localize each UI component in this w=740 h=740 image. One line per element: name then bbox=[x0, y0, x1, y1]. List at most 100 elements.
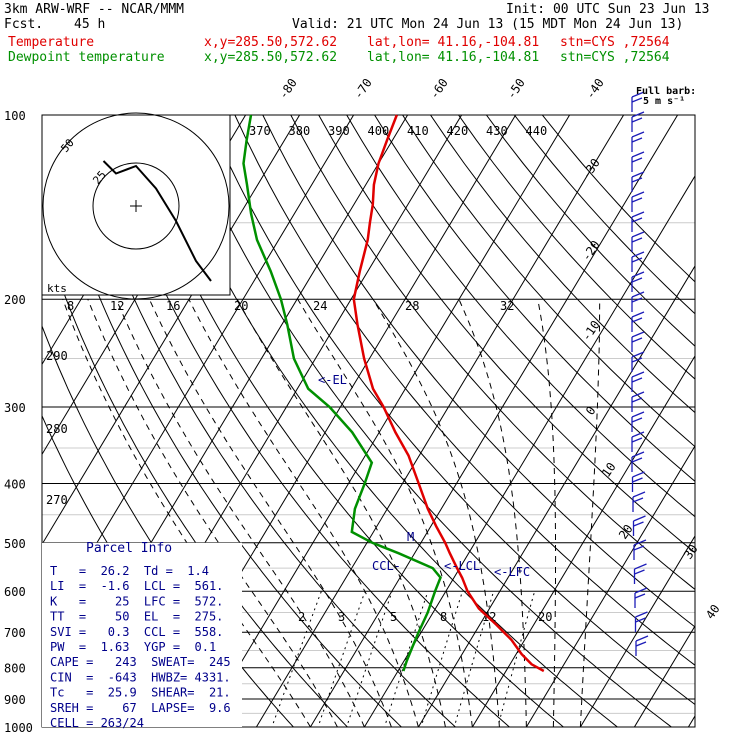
pressure-label-100: 100 bbox=[4, 109, 26, 123]
wind-barb-flag bbox=[631, 417, 643, 423]
wind-barb-flag bbox=[631, 351, 645, 358]
dry-adiabat bbox=[234, 115, 695, 666]
isotherm-label-top: -70 bbox=[351, 76, 375, 102]
moist-adiabat bbox=[458, 298, 527, 727]
wind-barb-flag bbox=[631, 317, 643, 323]
wind-barb-flag bbox=[631, 311, 645, 318]
wind-barb-flag bbox=[631, 111, 645, 118]
lcl-label: <-LCL bbox=[444, 559, 480, 573]
m-label: M bbox=[407, 530, 414, 544]
moist-adiabat bbox=[297, 298, 473, 727]
wind-barb-flag bbox=[631, 411, 645, 418]
isotherm-label-right: 10 bbox=[599, 460, 619, 480]
parcel-info-line: PW = 1.63 YGP = 0.1 bbox=[50, 640, 216, 654]
theta-label: 410 bbox=[407, 124, 429, 138]
wind-barb-flag bbox=[635, 617, 646, 623]
pressure-label-700: 700 bbox=[4, 626, 26, 640]
dry-adiabat bbox=[42, 124, 403, 727]
isotherm-line bbox=[42, 115, 301, 546]
plot-frame bbox=[41, 114, 696, 728]
dry-adiabat bbox=[374, 115, 695, 482]
moist-adiabat bbox=[62, 299, 311, 727]
mixing-ratio-label: 28 bbox=[405, 299, 419, 313]
isotherm-label-right: 30 bbox=[681, 542, 701, 562]
wind-barb-flag bbox=[634, 587, 648, 594]
wind-barb-flag bbox=[631, 97, 643, 103]
wind-barb-flag bbox=[631, 171, 645, 178]
dry-adiabat bbox=[262, 115, 695, 628]
wind-barb-flag bbox=[631, 177, 643, 183]
theta-label: 430 bbox=[486, 124, 508, 138]
wind-barb-flag bbox=[631, 191, 645, 198]
wind-barb-flag bbox=[631, 391, 645, 398]
dry-adiabat bbox=[457, 115, 695, 380]
init-time: Init: 00 UTC Sun 23 Jun 13 bbox=[506, 2, 710, 17]
moist-adiabat bbox=[372, 298, 500, 727]
dewpoint-latlon: lat,lon= 41.16,-104.81 bbox=[367, 50, 540, 65]
isotherm-label-top: -80 bbox=[276, 76, 300, 102]
dry-adiabat bbox=[513, 115, 695, 315]
parcel-info-title: Parcel Info bbox=[86, 541, 172, 556]
dry-adiabat bbox=[318, 115, 695, 554]
wind-barb-flag bbox=[631, 251, 645, 258]
wind-barb-flag bbox=[633, 521, 644, 527]
dewpoint-profile bbox=[242, 114, 442, 672]
parcel-info-line: CELL = 263/24 bbox=[50, 716, 144, 730]
parcel-info-line: K = 25 LFC = 572. bbox=[50, 594, 223, 608]
wind-barb-flag bbox=[631, 211, 645, 218]
pressure-label-1000: 1000 bbox=[4, 721, 33, 735]
hodograph bbox=[41, 112, 231, 300]
wind-barb-flag bbox=[631, 231, 645, 238]
el-label: <-EL bbox=[318, 373, 347, 387]
pressure-label-900: 900 bbox=[4, 693, 26, 707]
isotherm-line bbox=[417, 265, 695, 727]
mixing-ratio-line bbox=[317, 591, 366, 727]
mixing-ratio-label: 16 bbox=[166, 299, 180, 313]
wind-barb-flag bbox=[635, 611, 648, 618]
wind-barb-flag bbox=[631, 91, 645, 98]
valid-time: Valid: 21 UTC Mon 24 Jun 13 (15 MDT Mon … bbox=[292, 17, 684, 32]
theta-label: 400 bbox=[368, 124, 390, 138]
hodograph-ring bbox=[42, 112, 230, 300]
mixing-ratio-label: 24 bbox=[313, 299, 327, 313]
wind-barb-flag bbox=[631, 377, 643, 383]
moist-adiabat bbox=[115, 299, 365, 727]
dry-adiabat bbox=[122, 115, 565, 727]
parcel-info-line: SREH = 67 LAPSE= 9.6 bbox=[50, 701, 231, 715]
theta-label: 370 bbox=[249, 124, 271, 138]
temperature-legend: Temperature bbox=[8, 35, 95, 50]
temperature-profile bbox=[352, 114, 545, 673]
wind-barb-flag bbox=[631, 431, 645, 438]
moist-adiabat bbox=[236, 298, 446, 727]
mixing-ratio-label: 12 bbox=[110, 299, 124, 313]
isotherm-label-right: 0 bbox=[583, 404, 599, 418]
mixing-ratio-label-low: 8 bbox=[440, 610, 447, 624]
isotherm-label-right: -20 bbox=[579, 238, 603, 264]
mixing-ratio-line bbox=[346, 591, 393, 727]
wind-barb-flag bbox=[631, 131, 645, 138]
isotherm-line bbox=[309, 115, 679, 727]
parcel-info-line: TT = 50 EL = 275. bbox=[50, 610, 223, 624]
pressure-label-800: 800 bbox=[4, 662, 26, 676]
mixing-ratio-line bbox=[271, 591, 322, 727]
dry-adiabat bbox=[346, 115, 695, 518]
wind-barb-flag bbox=[631, 331, 645, 338]
mixing-ratio-line bbox=[497, 591, 536, 727]
isotherm-label-right: 40 bbox=[703, 602, 723, 622]
pressure-label-600: 600 bbox=[4, 585, 26, 599]
barb-legend-unit: 5 m s⁻¹ bbox=[643, 96, 685, 107]
theta-label: 380 bbox=[289, 124, 311, 138]
wind-barb-flag bbox=[632, 477, 643, 483]
wind-barb-flag bbox=[634, 569, 645, 575]
ccl-label: CCL- bbox=[372, 559, 401, 573]
wind-barb-flag bbox=[633, 515, 646, 522]
theta-label-left: 270 bbox=[46, 493, 68, 507]
wind-barb-flag bbox=[631, 337, 643, 343]
theta-label: 390 bbox=[328, 124, 350, 138]
wind-barb-flag bbox=[631, 437, 643, 443]
wind-barb-flag bbox=[632, 471, 645, 478]
theta-label: 440 bbox=[526, 124, 548, 138]
wind-barb-flag bbox=[632, 491, 646, 498]
wind-barb-flag bbox=[631, 397, 643, 403]
